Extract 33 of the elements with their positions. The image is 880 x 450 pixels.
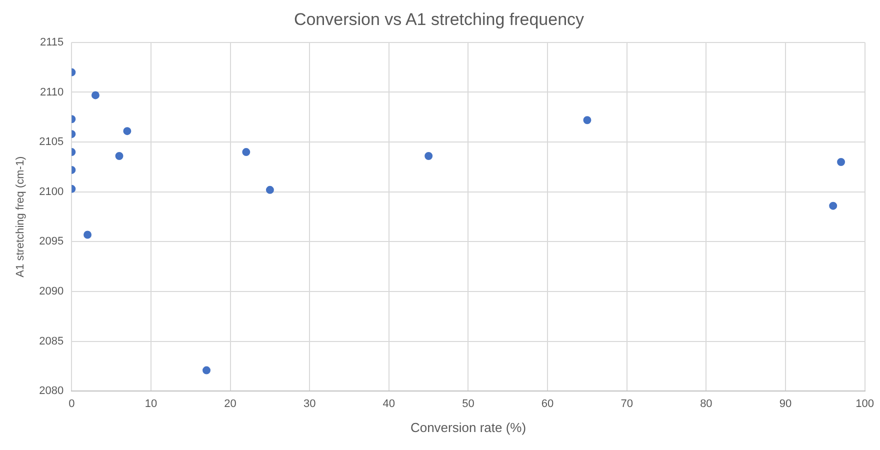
point — [123, 127, 132, 136]
x-tick-label: 100 — [856, 398, 874, 410]
point — [242, 148, 250, 156]
point — [837, 158, 846, 166]
point — [583, 116, 592, 124]
point — [829, 202, 838, 210]
x-tick-label: 30 — [303, 398, 316, 410]
x-axis-title: Conversion rate (%) — [410, 420, 526, 435]
point — [115, 152, 124, 160]
x-tick-label: 90 — [779, 398, 792, 410]
x-tick-label: 70 — [620, 398, 634, 410]
x-tick-label: 60 — [541, 398, 554, 410]
x-tick-label: 10 — [144, 398, 158, 410]
chart-title: Conversion vs A1 stretching frequency — [294, 10, 585, 29]
y-tick-label: 2085 — [39, 335, 64, 348]
x-tick-label: 40 — [382, 398, 396, 410]
y-tick-label: 2115 — [40, 36, 64, 48]
x-tick-label: 20 — [224, 398, 236, 410]
point — [266, 186, 274, 194]
y-tick-label: 2095 — [39, 236, 64, 248]
x-tick-label: 0 — [68, 398, 75, 410]
y-tick-label: 2110 — [40, 86, 64, 98]
x-tick-label: 80 — [700, 398, 712, 410]
y-tick-label: 2105 — [39, 136, 64, 148]
y-tick-label: 2080 — [39, 385, 64, 398]
point — [202, 366, 211, 374]
point — [424, 152, 433, 160]
point — [91, 91, 100, 100]
point — [84, 230, 92, 239]
x-tick-label: 50 — [462, 398, 474, 410]
y-axis-title: A1 stretching freq (cm-1) — [14, 156, 27, 278]
y-tick-label: 2090 — [39, 286, 64, 298]
y-tick-label: 2100 — [39, 186, 64, 198]
